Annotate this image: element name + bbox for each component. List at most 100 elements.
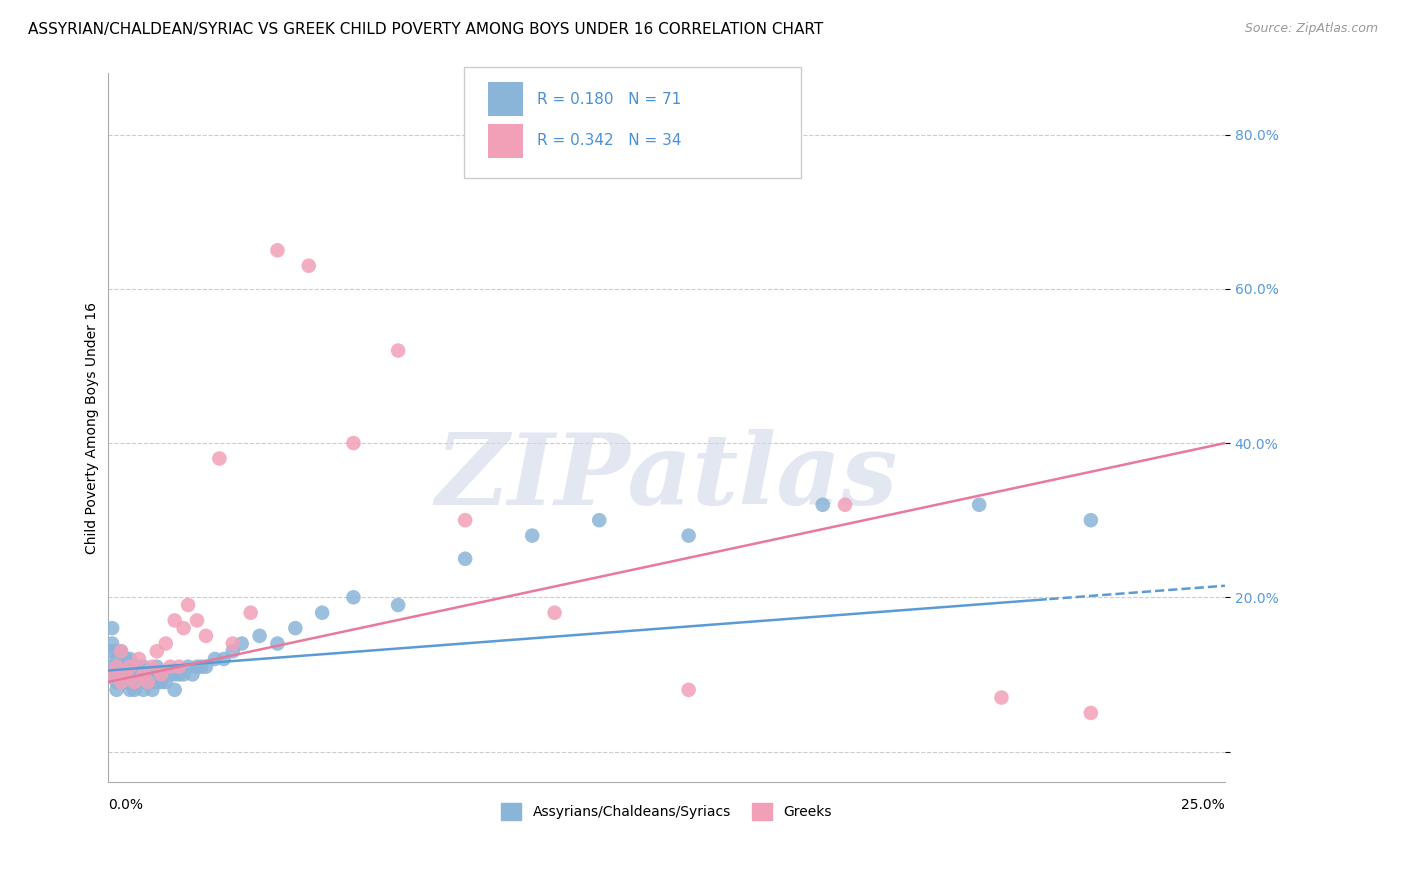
Point: [194, 629, 217, 643]
Point: [155, 675, 177, 690]
Legend: Assyrians/Chaldeans/Syriacs, Greeks: Assyrians/Chaldeans/Syriacs, Greeks: [495, 797, 838, 825]
Point: [141, 667, 163, 681]
Point: [141, 675, 163, 690]
Text: Source: ZipAtlas.com: Source: ZipAtlas.com: [1244, 22, 1378, 36]
Point: [204, 652, 226, 666]
Point: [105, 652, 128, 666]
Point: [387, 598, 409, 612]
Text: ASSYRIAN/CHALDEAN/SYRIAC VS GREEK CHILD POVERTY AMONG BOYS UNDER 16 CORRELATION : ASSYRIAN/CHALDEAN/SYRIAC VS GREEK CHILD …: [28, 22, 824, 37]
Point: [155, 667, 177, 681]
Point: [114, 659, 136, 673]
Point: [150, 667, 173, 681]
Point: [128, 652, 150, 666]
Point: [114, 652, 136, 666]
Point: [967, 498, 990, 512]
Point: [136, 675, 159, 690]
Point: [298, 259, 321, 273]
Point: [105, 659, 128, 673]
Point: [212, 652, 235, 666]
Point: [266, 244, 288, 258]
Point: [163, 614, 186, 628]
Point: [159, 659, 181, 673]
Point: [284, 621, 307, 635]
Point: [101, 667, 124, 681]
Text: 25.0%: 25.0%: [1181, 797, 1225, 812]
Point: [1080, 513, 1102, 527]
Point: [387, 343, 409, 358]
Point: [132, 659, 155, 673]
Point: [105, 644, 128, 658]
Point: [118, 667, 141, 681]
Point: [146, 644, 169, 658]
Point: [173, 621, 195, 635]
Point: [105, 667, 128, 681]
Point: [543, 606, 565, 620]
Point: [118, 675, 141, 690]
Point: [101, 621, 124, 635]
Point: [132, 682, 155, 697]
Point: [101, 667, 124, 681]
Point: [128, 659, 150, 673]
Point: [177, 598, 200, 612]
Point: [105, 659, 128, 673]
Point: [136, 667, 159, 681]
Point: [222, 636, 245, 650]
Point: [522, 528, 544, 542]
Point: [110, 644, 132, 658]
Text: R = 0.180   N = 71: R = 0.180 N = 71: [537, 92, 682, 106]
Text: ZIPatlas: ZIPatlas: [434, 429, 897, 525]
Point: [811, 498, 834, 512]
Point: [110, 644, 132, 658]
Point: [110, 659, 132, 673]
Point: [239, 606, 262, 620]
Point: [124, 675, 146, 690]
Point: [194, 659, 217, 673]
Point: [231, 636, 253, 650]
Point: [105, 675, 128, 690]
Point: [101, 636, 124, 650]
Point: [163, 682, 186, 697]
Point: [181, 667, 204, 681]
Point: [146, 659, 169, 673]
Point: [190, 659, 212, 673]
Point: [678, 682, 700, 697]
Point: [136, 675, 159, 690]
Point: [454, 513, 477, 527]
Point: [186, 614, 208, 628]
Point: [150, 675, 173, 690]
Text: 0.0%: 0.0%: [108, 797, 142, 812]
Point: [266, 636, 288, 650]
Point: [128, 667, 150, 681]
Point: [311, 606, 333, 620]
Point: [208, 451, 231, 466]
Point: [132, 675, 155, 690]
Point: [150, 667, 173, 681]
Point: [110, 675, 132, 690]
Point: [124, 659, 146, 673]
Point: [163, 667, 186, 681]
Point: [155, 636, 177, 650]
Point: [146, 675, 169, 690]
Point: [588, 513, 610, 527]
Point: [1080, 706, 1102, 720]
Point: [105, 682, 128, 697]
Point: [110, 675, 132, 690]
Point: [249, 629, 271, 643]
Point: [118, 659, 141, 673]
Point: [101, 659, 124, 673]
Point: [222, 644, 245, 658]
Point: [159, 667, 181, 681]
Point: [124, 675, 146, 690]
Point: [678, 528, 700, 542]
Point: [167, 667, 190, 681]
Point: [101, 644, 124, 658]
Point: [186, 659, 208, 673]
Text: R = 0.342   N = 34: R = 0.342 N = 34: [537, 134, 682, 148]
Point: [114, 675, 136, 690]
Point: [173, 667, 195, 681]
Point: [118, 682, 141, 697]
Point: [118, 652, 141, 666]
Point: [124, 667, 146, 681]
Y-axis label: Child Poverty Among Boys Under 16: Child Poverty Among Boys Under 16: [86, 301, 100, 554]
Point: [128, 675, 150, 690]
